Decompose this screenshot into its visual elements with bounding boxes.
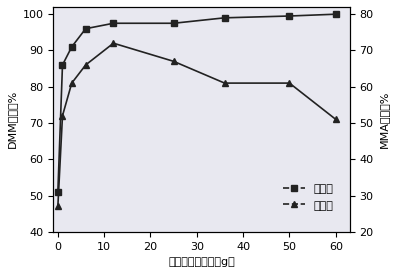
转化率 — [60, 63, 65, 67]
转化率 — [287, 14, 292, 18]
选择性 — [83, 63, 88, 67]
Y-axis label: MMA选择性%: MMA选择性% — [379, 91, 389, 148]
转化率 — [69, 45, 74, 48]
转化率 — [55, 190, 60, 193]
Line: 选择性: 选择性 — [54, 40, 339, 210]
选择性 — [60, 114, 65, 117]
选择性 — [333, 118, 338, 121]
转化率 — [171, 22, 176, 25]
转化率 — [222, 16, 227, 19]
Y-axis label: DMM转化率%: DMM转化率% — [7, 90, 17, 149]
选择性 — [111, 42, 116, 45]
选择性 — [222, 81, 227, 85]
转化率 — [83, 27, 88, 30]
选择性 — [171, 60, 176, 63]
选择性 — [69, 81, 74, 85]
X-axis label: 多聚甲醆加入量（g）: 多聚甲醆加入量（g） — [168, 257, 235, 267]
转化率 — [333, 13, 338, 16]
Line: 转化率: 转化率 — [54, 11, 339, 195]
选择性 — [55, 205, 60, 208]
转化率 — [111, 22, 116, 25]
选择性 — [287, 81, 292, 85]
Legend: 转化率, 选择性: 转化率, 选择性 — [278, 179, 338, 215]
